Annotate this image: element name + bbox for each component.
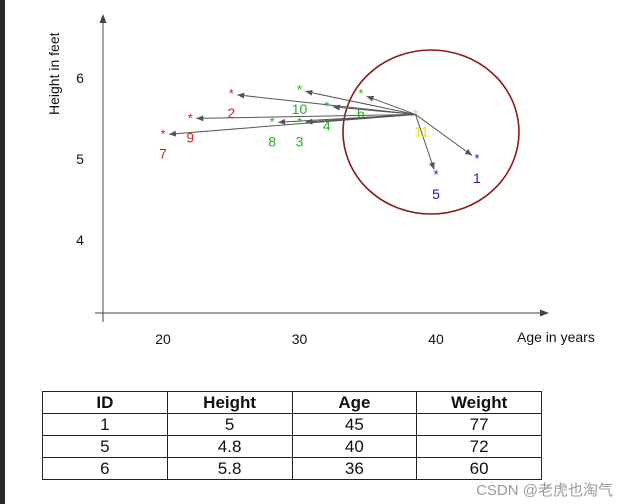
neighbors-table: ID Height Age Weight 1 5 45 77 5 4.8 40 … — [42, 391, 542, 480]
neighbors-circle — [342, 49, 520, 215]
header-age: Age — [291, 391, 418, 414]
y-axis-arrowhead — [99, 14, 107, 23]
cell-id: 5 — [42, 435, 168, 458]
distance-arrow — [415, 114, 435, 170]
data-point-label: 3 — [296, 134, 304, 150]
y-axis-label: Height in feet — [46, 32, 62, 115]
knn-scatter-chart: 4 5 6 20 30 40 Height in feet Age in years *… — [46, 14, 595, 347]
data-point: * — [358, 86, 363, 101]
cell-age: 36 — [291, 457, 418, 480]
data-point: * — [229, 86, 234, 101]
cell-id: 6 — [42, 457, 168, 480]
data-point: * — [297, 115, 302, 130]
distance-arrow — [237, 92, 416, 115]
data-point: * — [188, 111, 193, 126]
query-point-label: 11 — [414, 123, 429, 139]
y-tick-label: 5 — [76, 151, 84, 167]
data-point-label: 6 — [357, 105, 365, 121]
x-axis-arrowhead — [540, 309, 549, 317]
x-tick-label: 20 — [155, 331, 171, 347]
cell-height: 5.8 — [166, 457, 293, 480]
data-point-label: 1 — [473, 170, 481, 186]
data-point-label: 5 — [432, 186, 440, 202]
header-id: ID — [42, 391, 168, 414]
table-header-row: ID Height Age Weight — [42, 391, 542, 414]
cell-age: 40 — [291, 435, 418, 458]
distance-arrow — [366, 95, 416, 115]
distance-arrow — [305, 89, 416, 115]
data-point: * — [474, 151, 479, 166]
data-point-label: 8 — [268, 134, 276, 150]
header-height: Height — [166, 391, 293, 414]
data-point-label: 2 — [227, 105, 235, 121]
query-point: * — [413, 106, 418, 121]
table-row: 5 4.8 40 72 — [42, 435, 542, 458]
left-edge-strip — [0, 0, 5, 504]
data-point-label: 7 — [159, 146, 167, 162]
distance-arrow — [168, 113, 416, 137]
watermark: CSDN @老虎也淘气 — [476, 482, 613, 499]
y-tick-label: 6 — [76, 70, 84, 86]
cell-weight: 77 — [416, 413, 542, 436]
data-point-label: 4 — [323, 117, 331, 133]
x-axis-label: Age in years — [517, 329, 595, 345]
table-row: 1 5 45 77 — [42, 413, 542, 436]
distance-arrow — [196, 113, 416, 122]
x-tick-label: 40 — [428, 331, 444, 347]
cell-height: 5 — [166, 413, 293, 436]
cell-id: 1 — [42, 413, 168, 436]
data-point-label: 10 — [292, 101, 308, 117]
data-point: * — [160, 127, 165, 142]
data-point: * — [270, 115, 275, 130]
distance-arrow — [415, 114, 473, 156]
cell-height: 4.8 — [166, 435, 293, 458]
header-weight: Weight — [416, 391, 542, 414]
cell-weight: 60 — [416, 457, 542, 480]
cell-weight: 72 — [416, 435, 542, 458]
cell-age: 45 — [291, 413, 418, 436]
data-point: * — [297, 82, 302, 97]
data-point-label: 9 — [186, 130, 194, 146]
table-row: 6 5.8 36 60 — [42, 457, 542, 480]
data-point: * — [433, 167, 438, 182]
y-tick-label: 4 — [76, 232, 84, 248]
data-point: * — [324, 98, 329, 113]
x-tick-label: 30 — [292, 331, 308, 347]
